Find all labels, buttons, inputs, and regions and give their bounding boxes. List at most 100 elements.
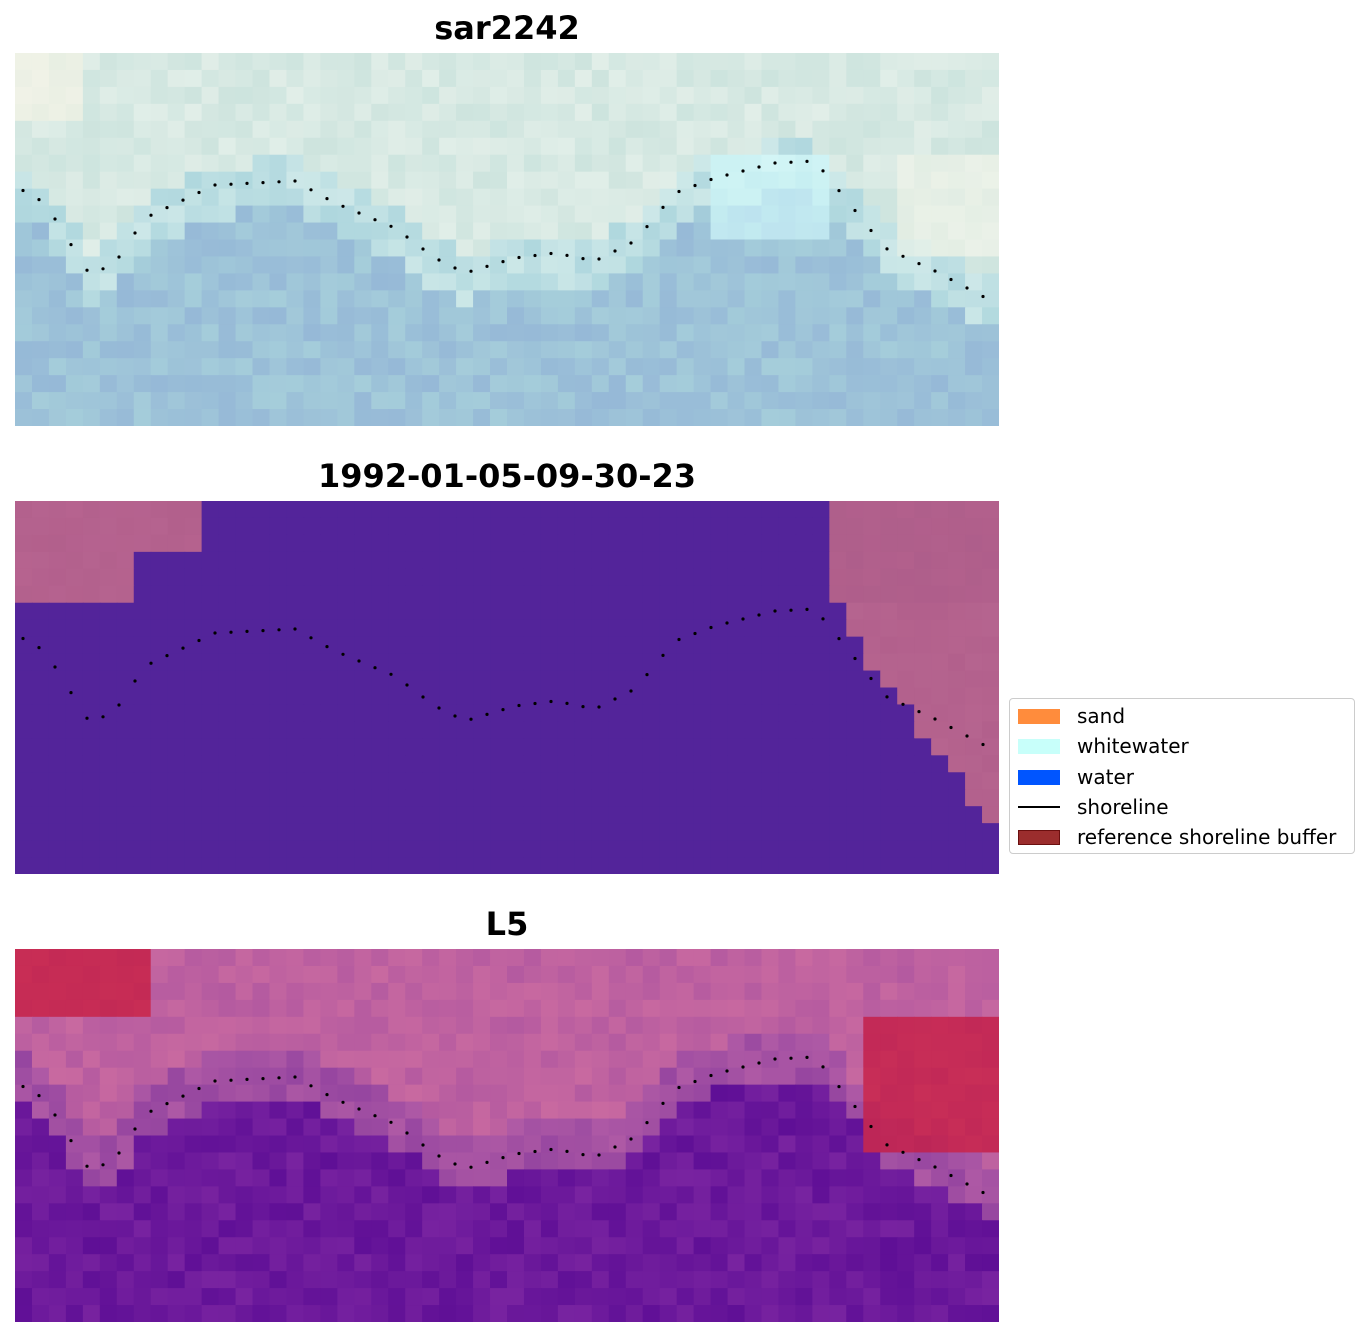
pixel-cell [812,857,830,874]
pixel-cell [422,687,440,706]
pixel-cell [574,1186,593,1204]
pixel-cell [625,103,644,122]
pixel-cell [235,1203,254,1221]
pixel-cell [269,205,288,224]
pixel-cell [116,585,135,604]
pixel-cell [337,619,355,638]
shoreline-point [821,1065,825,1069]
pixel-cell [473,755,491,773]
pixel-cell [778,358,797,376]
pixel-cell [15,517,33,536]
pixel-cell [320,840,338,858]
pixel-cell [948,188,966,207]
pixel-cell [439,965,457,984]
pixel-cell [218,137,237,156]
pixel-cell [591,154,610,173]
pixel-cell [473,551,491,570]
pixel-cell [625,501,644,519]
pixel-cell [540,806,559,824]
pixel-cell [812,602,830,621]
pixel-cell [914,721,932,739]
pixel-cell [795,188,813,207]
pixel-cell [914,1169,932,1187]
pixel-cell [574,568,593,587]
shoreline-point [693,1079,697,1084]
pixel-cell [422,69,440,88]
pixel-cell [931,1118,949,1137]
pixel-cell [422,772,440,790]
pixel-cell [540,341,559,359]
pixel-cell [812,205,830,224]
pixel-cell [829,137,847,156]
shoreline-point [981,294,985,299]
pixel-cell [337,1271,355,1289]
pixel-cell [727,239,746,258]
pixel-cell [303,273,321,291]
pixel-cell [931,999,949,1018]
pixel-cell [303,1084,321,1103]
pixel-cell [642,256,661,274]
pixel-cell [473,806,491,824]
pixel-cell [608,501,627,519]
pixel-cell [812,188,830,207]
pixel-cell [65,806,84,824]
pixel-cell [710,307,729,325]
pixel-cell [727,1152,746,1170]
pixel-cell [778,772,797,790]
pixel-cell [676,585,695,604]
pixel-cell [150,341,169,359]
pixel-cell [608,1203,627,1221]
pixel-cell [693,222,712,241]
pixel-cell [693,171,712,190]
pixel-cell [116,188,135,207]
shoreline-point [277,1076,281,1080]
pixel-cell [422,86,440,105]
pixel-cell [456,1016,474,1035]
pixel-cell [727,1118,746,1137]
pixel-cell [591,1067,610,1086]
pixel-cell [965,1084,983,1103]
pixel-cell [48,1067,67,1086]
pixel-cell [235,636,254,655]
pixel-cell [303,999,321,1018]
pixel-cell [778,409,797,426]
pixel-cell [863,840,881,858]
pixel-cell [727,1016,746,1035]
pixel-cell [48,738,67,756]
pixel-cell [744,1186,763,1204]
pixel-cell [744,103,763,122]
pixel-cell [235,375,254,393]
legend-item-reference-buffer: reference shoreline buffer [1010,822,1354,852]
pixel-cell [693,375,712,393]
pixel-cell [371,341,389,359]
pixel-cell [795,1152,813,1170]
pixel-cell [931,687,949,706]
pixel-cell [235,738,254,756]
pixel-cell [31,501,50,519]
pixel-cell [439,307,457,325]
pixel-cell [625,670,644,689]
pixel-cell [574,1135,593,1154]
pixel-cell [897,619,915,638]
pixel-cell [914,585,932,604]
pixel-cell [235,1271,254,1289]
pixel-cell [897,341,915,359]
pixel-cell [184,137,203,156]
pixel-cell [880,137,898,156]
pixel-cell [795,806,813,824]
pixel-cell [320,1271,338,1289]
pixel-cell [846,239,864,258]
pixel-cell [829,823,847,841]
pixel-cell [371,840,389,858]
pixel-cell [761,1169,780,1187]
pixel-cell [540,188,559,207]
pixel-cell [201,307,220,325]
pixel-cell [490,1033,508,1052]
pixel-cell [286,602,305,621]
pixel-cell [880,738,898,756]
pixel-cell [15,86,33,105]
pixel-cell [795,517,813,536]
pixel-cell [965,137,983,156]
pixel-cell [948,551,966,570]
pixel-cell [507,53,525,71]
